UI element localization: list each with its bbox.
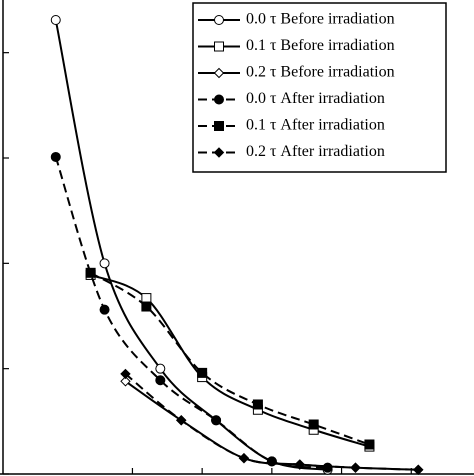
- marker: [141, 293, 152, 304]
- legend-label: 0.1 τ Before irradiation: [246, 37, 395, 54]
- legend: 0.0 τ Before irradiation 0.1 τ Before irr…: [192, 2, 447, 173]
- marker: [155, 363, 166, 374]
- marker: [213, 67, 225, 79]
- legend-label: 0.2 τ After irradiation: [246, 143, 385, 160]
- legend-label: 0.1 τ After irradiation: [246, 117, 385, 134]
- marker: [322, 462, 333, 473]
- marker: [214, 94, 224, 105]
- marker: [214, 15, 224, 25]
- legend-label: 0.0 τ After irradiation: [246, 90, 385, 107]
- marker: [238, 452, 250, 464]
- legend-box: [192, 2, 447, 173]
- series-line: [90, 271, 370, 446]
- marker: [50, 151, 61, 162]
- marker: [294, 459, 305, 470]
- series-line: [124, 373, 419, 471]
- marker: [155, 375, 166, 386]
- marker: [120, 376, 131, 387]
- marker: [350, 462, 361, 473]
- marker: [413, 464, 424, 475]
- marker: [99, 258, 110, 269]
- marker: [364, 439, 375, 450]
- marker: [99, 304, 110, 315]
- marker: [252, 399, 263, 410]
- marker: [213, 147, 225, 158]
- marker: [211, 415, 222, 426]
- marker: [120, 368, 131, 380]
- marker: [214, 41, 224, 52]
- marker: [214, 121, 224, 131]
- marker: [308, 419, 319, 430]
- marker: [141, 301, 152, 312]
- legend-label: 0.0 τ Before irradiation: [246, 11, 395, 28]
- marker: [50, 15, 61, 26]
- marker: [85, 267, 96, 278]
- marker: [197, 367, 208, 378]
- legend-label: 0.2 τ Before irradiation: [246, 64, 395, 81]
- series-line: [90, 273, 370, 448]
- marker: [176, 415, 187, 426]
